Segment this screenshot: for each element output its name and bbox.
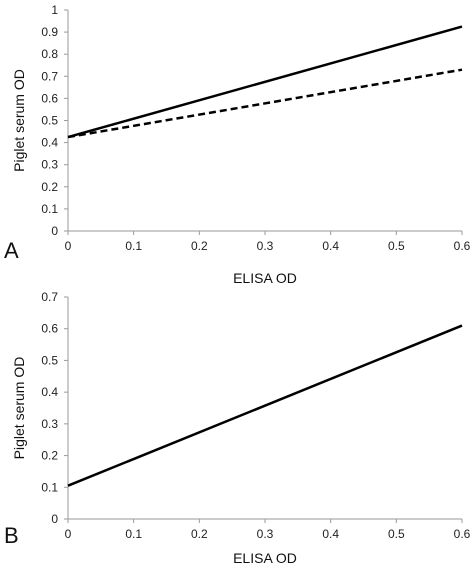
y-tick-label: 0.6 [41, 91, 58, 105]
y-tick-label: 0 [51, 224, 58, 238]
y-tick-label: 0.7 [41, 69, 58, 83]
x-tick-label: 0.6 [454, 239, 471, 253]
x-tick-label: 0.5 [388, 527, 405, 541]
series-line-solid [67, 324, 463, 487]
y-tick-label: 0 [51, 512, 58, 526]
y-tick-label: 0.5 [41, 353, 58, 367]
y-tick-label: 0.5 [41, 114, 58, 128]
chart-panel-b: 0 0.1 0.2 0.3 0.4 0.5 0.6 0.7 0 0.1 0.2 0.3 0.4 0.5 0.… [4, 290, 471, 566]
x-axis-label: ELISA OD [233, 550, 297, 566]
y-tick-label: 0.1 [41, 202, 58, 216]
x-tick-label: 0.4 [322, 239, 339, 253]
y-tick-label: 0.6 [41, 322, 58, 336]
x-tick-label: 0.6 [454, 527, 471, 541]
panel-label: A [4, 238, 19, 263]
y-tick-label: 0.4 [41, 136, 58, 150]
y-tick-label: 1 [51, 3, 58, 17]
x-tick-label: 0 [65, 527, 72, 541]
y-tick-label: 0.8 [41, 47, 58, 61]
x-tick-label: 0.2 [191, 239, 208, 253]
y-tick-label: 0.2 [41, 449, 58, 463]
x-axis-label: ELISA OD [233, 270, 297, 286]
y-tick-label: 0.9 [41, 25, 58, 39]
series-line-dashed [67, 68, 463, 139]
y-tick-label: 0.2 [41, 180, 58, 194]
x-tick-label: 0.1 [125, 527, 142, 541]
y-tick-label: 0.1 [41, 480, 58, 494]
series-line-solid [67, 25, 463, 139]
y-axis-label: Piglet serum OD [11, 69, 27, 172]
x-tick-label: 0.4 [322, 527, 339, 541]
x-tick-label: 0.1 [125, 239, 142, 253]
x-tick-label: 0 [65, 239, 72, 253]
chart-panel-a: 0 0.1 0.2 0.3 0.4 0.5 0.6 0.7 0.8 0.9 1 0 0.1 0.2 0.3 0… [4, 3, 471, 286]
x-tick-label: 0.5 [388, 239, 405, 253]
y-tick-label: 0.3 [41, 158, 58, 172]
x-tick-label: 0.3 [257, 239, 274, 253]
x-tick-label: 0.3 [257, 527, 274, 541]
y-axis-label: Piglet serum OD [11, 357, 27, 460]
y-tick-label: 0.7 [41, 290, 58, 304]
y-tick-label: 0.3 [41, 417, 58, 431]
y-tick-label: 0.4 [41, 385, 58, 399]
panel-label: B [4, 523, 19, 548]
x-tick-label: 0.2 [191, 527, 208, 541]
